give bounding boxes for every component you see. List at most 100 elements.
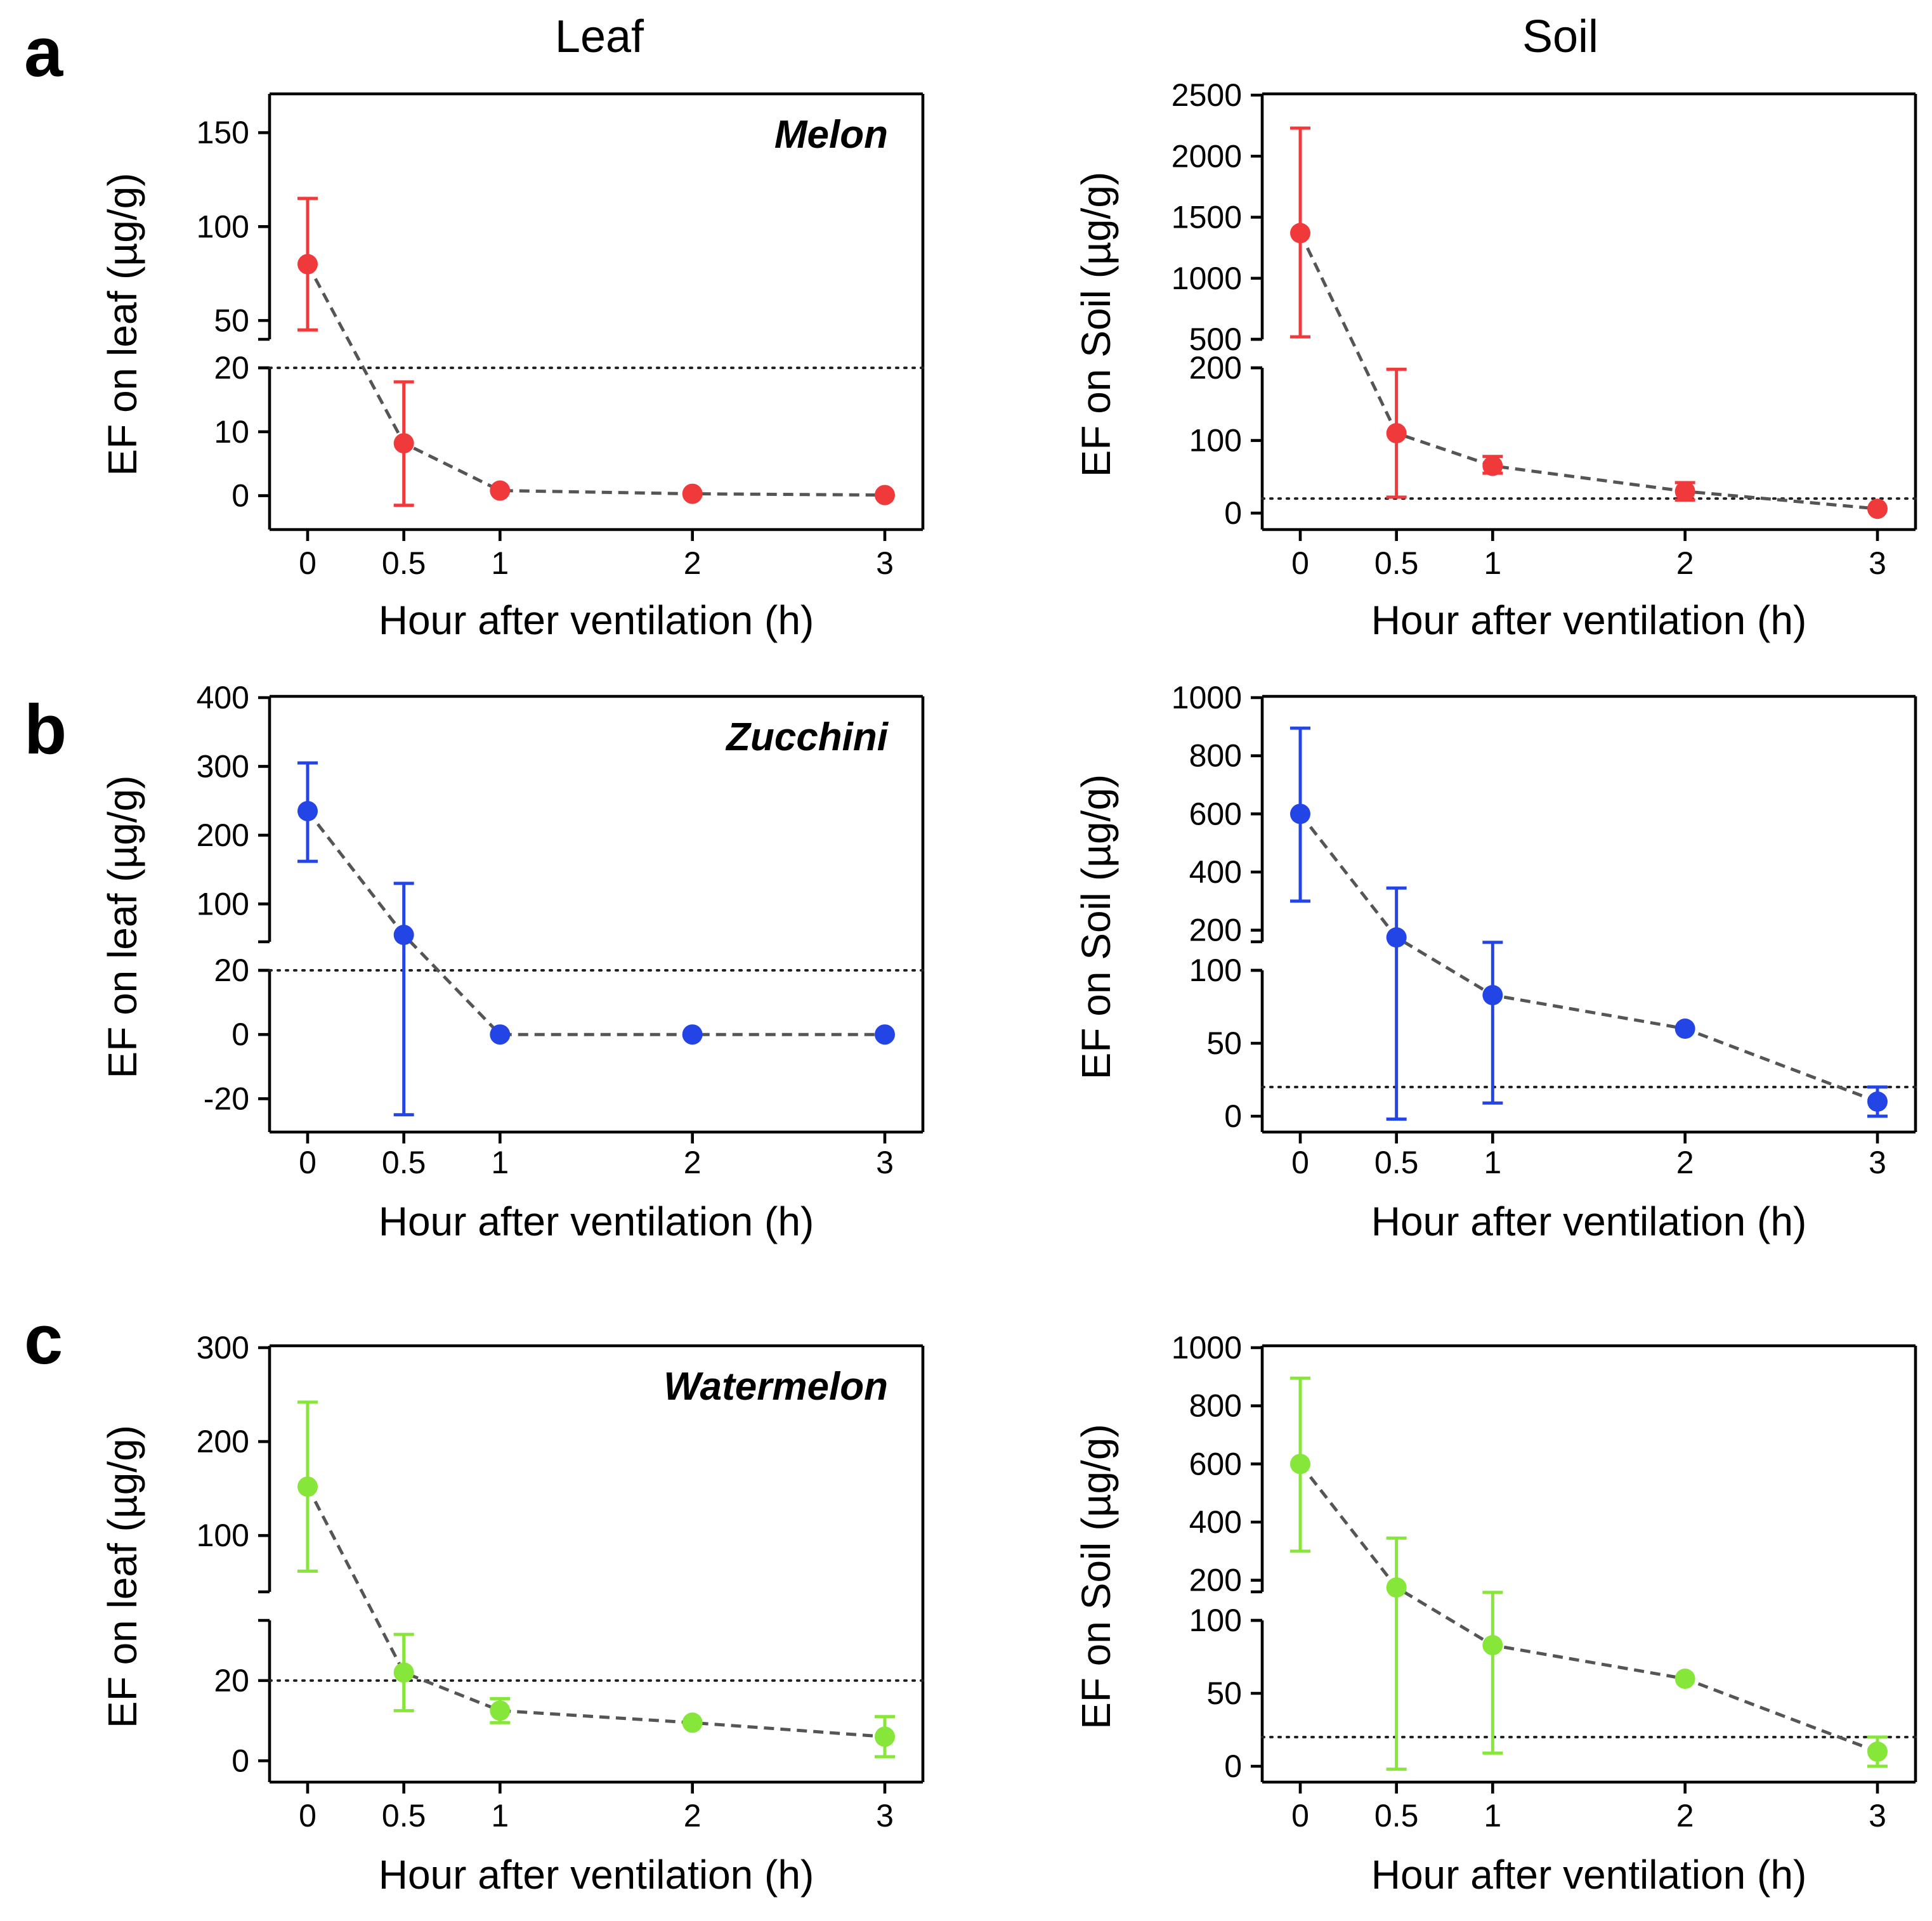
y-tick-label: 0 <box>232 478 249 514</box>
y-tick-label: 0 <box>1224 495 1242 531</box>
data-point <box>875 1024 895 1045</box>
y-tick-label: 100 <box>1189 423 1242 459</box>
y-tick-label: 300 <box>197 1330 249 1365</box>
y-tick-label: -20 <box>204 1081 249 1116</box>
data-point <box>1386 1577 1407 1598</box>
x-axis-title: Hour after ventilation (h) <box>1371 1199 1807 1244</box>
data-point <box>682 483 703 504</box>
y-tick-label: 100 <box>197 886 249 921</box>
x-tick-label: 2 <box>684 1145 702 1180</box>
data-point <box>682 1712 703 1733</box>
y-axis-title: EF on leaf (µg/g) <box>100 173 145 476</box>
x-tick-label: 0 <box>299 545 317 581</box>
x-axis-title: Hour after ventilation (h) <box>379 1852 814 1898</box>
data-point <box>1674 1019 1695 1039</box>
y-tick-label: 50 <box>1206 1026 1242 1061</box>
data-point <box>1867 498 1888 519</box>
x-tick-label: 3 <box>1869 1798 1886 1833</box>
column-title-leaf: Leaf <box>555 11 644 62</box>
data-point <box>297 254 318 275</box>
y-tick-label: 100 <box>1189 953 1242 988</box>
x-tick-label: 3 <box>1869 545 1886 581</box>
y-tick-label: 150 <box>197 115 249 150</box>
y-tick-label: 10 <box>214 414 249 450</box>
x-tick-label: 2 <box>684 545 702 581</box>
x-tick-label: 0.5 <box>1374 1798 1419 1833</box>
x-tick-label: 1 <box>1484 1145 1501 1180</box>
x-tick-label: 0 <box>299 1145 317 1180</box>
x-tick-label: 2 <box>1676 1798 1694 1833</box>
x-tick-label: 3 <box>876 1145 894 1180</box>
panel-letter-c: c <box>24 1301 63 1379</box>
y-tick-label: 50 <box>1206 1676 1242 1711</box>
y-tick-label: 100 <box>197 209 249 244</box>
y-tick-label: 400 <box>197 680 249 715</box>
x-axis-title: Hour after ventilation (h) <box>1371 1852 1807 1898</box>
y-axis-title: EF on Soil (µg/g) <box>1073 1424 1119 1729</box>
chart-b-leaf: -20 0 20 100 200 300 400 0 0.5 1 2 3 Hour after vent… <box>100 680 925 1244</box>
y-tick-label: 500 <box>1189 322 1242 357</box>
x-tick-label: 1 <box>491 1798 509 1833</box>
x-tick-label: 0 <box>1291 1798 1309 1833</box>
data-point <box>1386 927 1407 948</box>
data-point <box>490 480 511 501</box>
x-tick-label: 0 <box>1291 1145 1309 1180</box>
data-point <box>490 1024 511 1045</box>
y-tick-label: 600 <box>1189 796 1242 831</box>
y-tick-label: 1500 <box>1172 200 1242 235</box>
trend-line <box>306 1486 885 1738</box>
data-point <box>1482 455 1503 476</box>
data-point <box>1482 985 1503 1006</box>
y-tick-label: 0 <box>232 1017 249 1052</box>
x-tick-label: 1 <box>1484 1798 1501 1833</box>
crop-label: Melon <box>774 113 888 157</box>
y-tick-label: 0 <box>1224 1098 1242 1134</box>
y-tick-label: 200 <box>1189 350 1242 386</box>
crop-label: Watermelon <box>663 1365 888 1409</box>
trend-line <box>1299 1462 1878 1754</box>
y-tick-label: 0 <box>1224 1748 1242 1784</box>
data-point <box>1867 1091 1888 1112</box>
y-tick-label: 100 <box>197 1518 249 1553</box>
data-point <box>1290 1454 1310 1475</box>
x-tick-label: 0.5 <box>1374 545 1419 581</box>
x-tick-label: 3 <box>1869 1145 1886 1180</box>
trend-line <box>306 810 885 1036</box>
data-point <box>393 1662 414 1683</box>
y-tick-label: 200 <box>197 1424 249 1459</box>
y-tick-label: 400 <box>1189 1504 1242 1540</box>
chart-c-soil: 0 50 100 200 400 600 800 1000 0 0.5 1 2 3 Hour after … <box>1073 1330 1917 1898</box>
chart-c-leaf: 0 20 100 200 300 0 0.5 1 2 3 Hour after ventilatio… <box>100 1330 925 1898</box>
x-tick-label: 0.5 <box>382 1145 426 1180</box>
y-tick-label: 300 <box>197 748 249 784</box>
data-point <box>682 1024 703 1045</box>
y-tick-label: 2500 <box>1172 77 1242 113</box>
panel-letter-b: b <box>24 691 67 769</box>
y-axis-title: EF on Soil (µg/g) <box>1073 774 1119 1080</box>
data-point <box>875 1726 895 1747</box>
x-tick-label: 1 <box>1484 545 1501 581</box>
y-tick-label: 1000 <box>1172 680 1242 715</box>
x-tick-label: 0.5 <box>1374 1145 1419 1180</box>
data-point <box>297 800 318 821</box>
x-tick-label: 2 <box>684 1798 702 1833</box>
y-tick-label: 20 <box>214 350 249 386</box>
data-point <box>1674 481 1695 502</box>
chart-b-soil: 0 50 100 200 400 600 800 1000 0 0.5 1 2 3 Hour after … <box>1073 680 1917 1244</box>
x-tick-label: 3 <box>876 1798 894 1833</box>
panel-letter-a: a <box>24 13 63 91</box>
y-axis-title: EF on Soil (µg/g) <box>1073 172 1119 478</box>
trend-line <box>306 263 885 497</box>
y-tick-label: 200 <box>1189 1563 1242 1598</box>
chart-a-leaf: 0 10 20 50 100 150 0 0.5 1 2 3 Hour after ventilati… <box>100 92 925 643</box>
column-title-soil: Soil <box>1522 11 1598 62</box>
y-axis-title: EF on leaf (µg/g) <box>100 776 145 1079</box>
x-tick-label: 1 <box>491 545 509 581</box>
y-tick-label: 800 <box>1189 738 1242 774</box>
data-point <box>1290 223 1310 244</box>
x-tick-label: 0.5 <box>382 545 426 581</box>
y-tick-label: 0 <box>232 1743 249 1778</box>
crop-label: Zucchini <box>725 715 889 759</box>
y-tick-label: 20 <box>214 953 249 988</box>
